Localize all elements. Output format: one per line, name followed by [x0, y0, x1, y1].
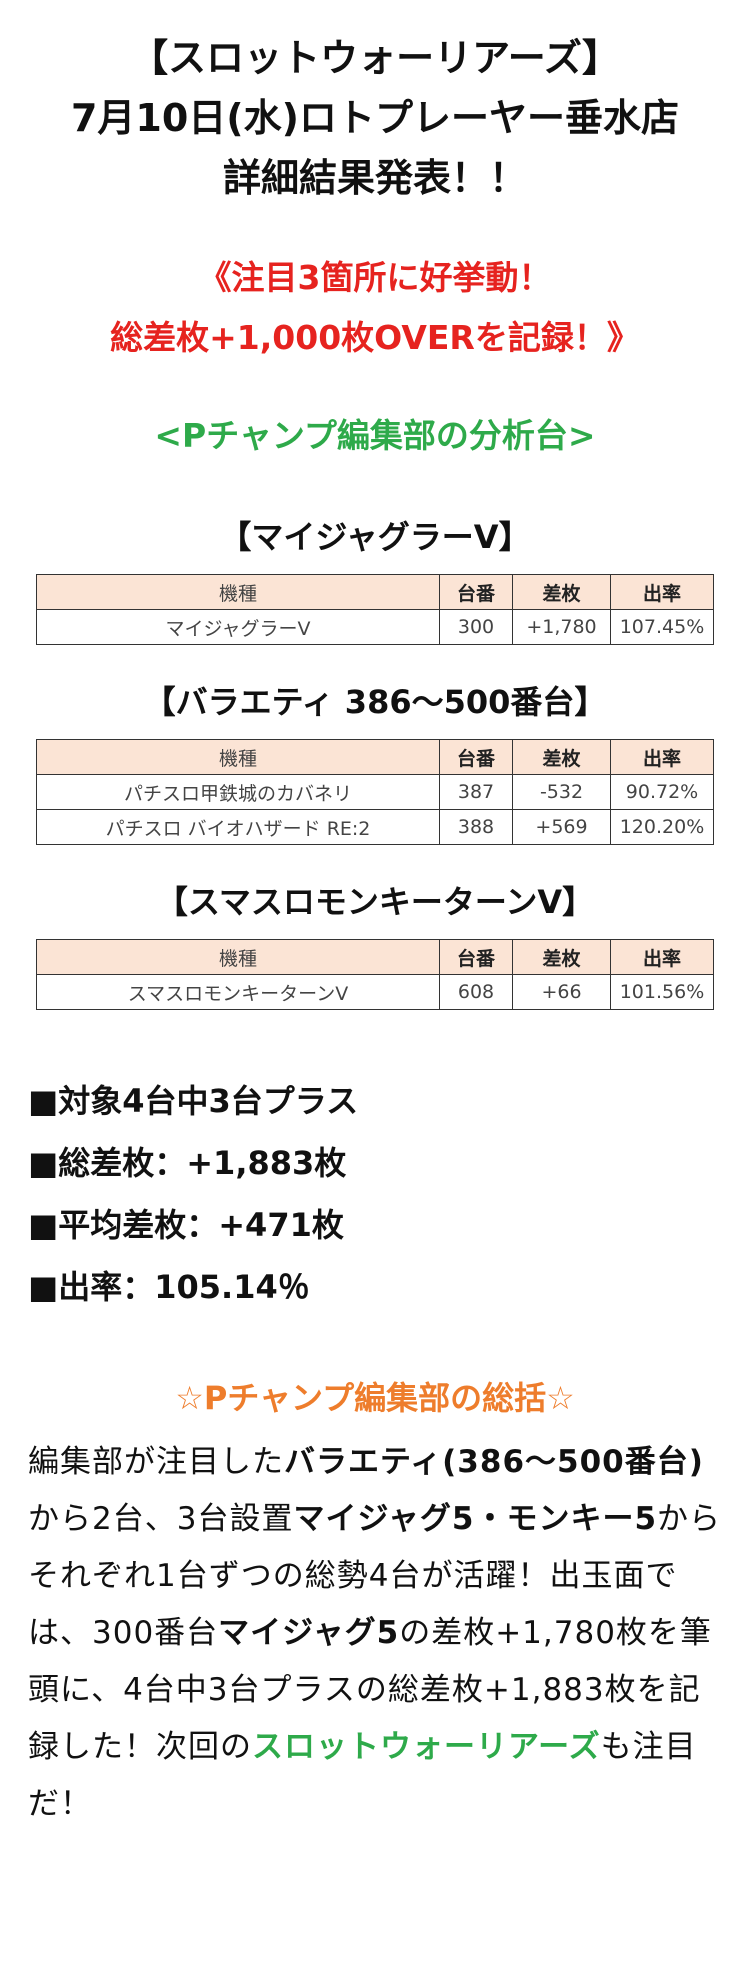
col-diff-header: 差枚: [512, 739, 611, 775]
col-rate-header: 出率: [610, 739, 714, 775]
section-variety: 【バラエティ 386〜500番台】 機種 台番 差枚 出率 パチスロ甲鉄城のカバ…: [0, 677, 750, 845]
cell-diff: -532: [512, 774, 611, 810]
conclusion-text: から2台、3台設置: [28, 1501, 294, 1537]
cell-rate: 120.20%: [610, 809, 714, 845]
table-header-row: 機種 台番 差枚 出率: [36, 574, 714, 610]
table-header-row: 機種 台番 差枚 出率: [36, 939, 714, 975]
conclusion-text: も注目だ！: [28, 1729, 697, 1822]
cell-rate: 101.56%: [610, 974, 714, 1010]
table-row: マイジャグラーV 300 +1,780 107.45%: [36, 609, 714, 645]
col-model-header: 機種: [36, 739, 440, 775]
conclusion-text: 編集部が注目した: [28, 1444, 284, 1480]
col-machine-no-header: 台番: [439, 939, 513, 975]
section-monkey-turn: 【スマスロモンキーターンV】 機種 台番 差枚 出率 スマスロモンキーターンV …: [0, 877, 750, 1010]
cell-machine-no: 387: [439, 774, 513, 810]
event-date-store: 7月10日(水)ロトプレーヤー垂水店: [70, 96, 680, 140]
cell-machine-no: 388: [439, 809, 513, 845]
summary-average-diff: ■平均差枚：+471枚: [28, 1206, 344, 1244]
cell-model: スマスロモンキーターンV: [36, 974, 440, 1010]
col-model-header: 機種: [36, 574, 440, 610]
section-my-juggler: 【マイジャグラーV】 機種 台番 差枚 出率 マイジャグラーV 300 +1,7…: [0, 512, 750, 645]
cell-diff: +569: [512, 809, 611, 845]
results-table: 機種 台番 差枚 出率 パチスロ甲鉄城のカバネリ 387 -532 90.72%…: [36, 739, 714, 845]
cell-rate: 107.45%: [610, 609, 714, 645]
table-header-row: 機種 台番 差枚 出率: [36, 739, 714, 775]
col-diff-header: 差枚: [512, 939, 611, 975]
conclusion-highlight: マイジャグ5: [218, 1615, 400, 1651]
cell-machine-no: 608: [439, 974, 513, 1010]
col-diff-header: 差枚: [512, 574, 611, 610]
catch-line-2: 総差枚+1,000枚OVERを記録！》: [110, 318, 640, 357]
table-row: パチスロ甲鉄城のカバネリ 387 -532 90.72%: [36, 774, 714, 810]
conclusion-heading: ☆Pチャンプ編集部の総括☆: [175, 1379, 575, 1417]
summary-payout-rate: ■出率：105.14％: [28, 1268, 310, 1306]
table-row: パチスロ バイオハザード RE:2 388 +569 120.20%: [36, 809, 714, 845]
col-rate-header: 出率: [610, 939, 714, 975]
section-title: 【バラエティ 386〜500番台】: [143, 683, 607, 721]
cell-model: パチスロ甲鉄城のカバネリ: [36, 774, 440, 810]
col-machine-no-header: 台番: [439, 739, 513, 775]
col-rate-header: 出率: [610, 574, 714, 610]
results-table: 機種 台番 差枚 出率 スマスロモンキーターンV 608 +66 101.56%: [36, 939, 714, 1010]
table-row: スマスロモンキーターンV 608 +66 101.56%: [36, 974, 714, 1010]
cell-model: マイジャグラーV: [36, 609, 440, 645]
results-announcement: 詳細結果発表！！: [222, 156, 527, 200]
event-name-highlight: スロットウォーリアーズ: [252, 1729, 601, 1765]
cell-model: パチスロ バイオハザード RE:2: [36, 809, 440, 845]
cell-machine-no: 300: [439, 609, 513, 645]
article-header: 【スロットウォーリアーズ】 7月10日(水)ロトプレーヤー垂水店 詳細結果発表！…: [0, 0, 750, 208]
analysis-heading: <Pチャンプ編集部の分析台>: [154, 416, 596, 455]
results-table: 機種 台番 差枚 出率 マイジャグラーV 300 +1,780 107.45%: [36, 574, 714, 645]
summary-total-diff: ■総差枚：+1,883枚: [28, 1144, 347, 1182]
conclusion-body: 編集部が注目したバラエティ(386〜500番台) から2台、3台設置マイジャグ5・…: [28, 1434, 722, 1833]
summary-plus-count: ■対象4台中3台プラス: [28, 1082, 359, 1120]
conclusion-highlight: バラエティ(386〜500番台): [284, 1444, 704, 1480]
event-title: 【スロットウォーリアーズ】: [130, 36, 620, 80]
conclusion-highlight: マイジャグ5・モンキー5: [293, 1501, 658, 1537]
cell-diff: +66: [512, 974, 611, 1010]
summary-list: ■対象4台中3台プラス ■総差枚：+1,883枚 ■平均差枚：+471枚 ■出率…: [28, 1070, 750, 1318]
col-model-header: 機種: [36, 939, 440, 975]
catchphrase: 《注目3箇所に好挙動！ 総差枚+1,000枚OVERを記録！》: [0, 248, 750, 368]
catch-line-1: 《注目3箇所に好挙動！: [198, 258, 552, 297]
section-title: 【マイジャグラーV】: [219, 518, 531, 556]
cell-rate: 90.72%: [610, 774, 714, 810]
conclusion-text: からそれぞれ1台ずつの総勢4台が活躍！出玉面では、300番台: [28, 1501, 722, 1651]
cell-diff: +1,780: [512, 609, 611, 645]
section-title: 【スマスロモンキーターンV】: [155, 883, 595, 921]
col-machine-no-header: 台番: [439, 574, 513, 610]
conclusion-text: の差枚+1,780枚を筆頭に、4台中3台プラスの総差枚+1,883枚を記録した！…: [28, 1615, 712, 1765]
